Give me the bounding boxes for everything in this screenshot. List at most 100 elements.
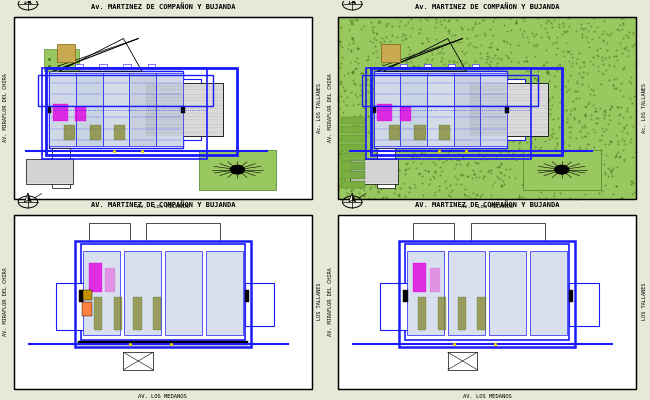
Text: Av.  Los MEDANOS: Av. Los MEDANOS: [137, 204, 189, 208]
Bar: [367, 68, 531, 159]
Bar: [53, 148, 70, 188]
Bar: [25, 159, 73, 184]
Bar: [14, 215, 312, 389]
Bar: [14, 215, 312, 389]
Bar: [530, 251, 567, 335]
Bar: [374, 71, 507, 148]
Bar: [470, 83, 548, 136]
Bar: [156, 73, 183, 146]
Bar: [129, 73, 156, 146]
Bar: [57, 44, 75, 62]
Bar: [79, 290, 83, 302]
Bar: [77, 341, 248, 345]
Bar: [83, 290, 92, 300]
Bar: [124, 64, 131, 70]
Bar: [90, 125, 101, 140]
Bar: [146, 83, 224, 136]
Bar: [338, 17, 636, 199]
Bar: [146, 223, 220, 241]
Bar: [75, 107, 86, 121]
Text: Av. MARTINEZ DE COMPAÑON Y BUJANDA: Av. MARTINEZ DE COMPAÑON Y BUJANDA: [415, 3, 560, 10]
Bar: [114, 125, 125, 140]
Bar: [206, 251, 243, 335]
Bar: [458, 297, 466, 330]
Bar: [245, 290, 249, 302]
Bar: [362, 75, 538, 106]
Bar: [114, 297, 122, 330]
Bar: [49, 73, 76, 146]
Text: Av.  Los MEDANOS: Av. Los MEDANOS: [461, 204, 513, 208]
Bar: [81, 244, 245, 340]
Bar: [448, 352, 477, 370]
Polygon shape: [25, 0, 28, 4]
Bar: [53, 104, 68, 121]
Text: Ac. LOS TALLANES: Ac. LOS TALLANES: [642, 83, 647, 133]
Bar: [400, 73, 427, 146]
Bar: [99, 64, 107, 70]
Bar: [418, 297, 426, 330]
Bar: [341, 180, 365, 188]
Bar: [413, 264, 426, 292]
Text: AV. LOS MEDANOS: AV. LOS MEDANOS: [138, 394, 187, 399]
Polygon shape: [349, 0, 356, 4]
Bar: [42, 68, 207, 159]
Bar: [380, 282, 410, 330]
Bar: [338, 215, 636, 389]
Bar: [94, 297, 102, 330]
Bar: [83, 302, 92, 316]
Bar: [569, 282, 599, 326]
Bar: [47, 68, 237, 155]
Bar: [480, 73, 507, 146]
Bar: [477, 297, 486, 330]
Bar: [374, 73, 400, 146]
Bar: [47, 106, 51, 113]
Bar: [199, 150, 276, 190]
Bar: [124, 251, 161, 335]
Polygon shape: [349, 193, 352, 202]
Bar: [404, 290, 408, 302]
Bar: [165, 251, 202, 335]
Bar: [448, 64, 455, 70]
Text: AV. MIRAFLOR DEL CHIRA: AV. MIRAFLOR DEL CHIRA: [328, 73, 333, 142]
Bar: [399, 241, 575, 347]
Bar: [75, 241, 251, 347]
Bar: [148, 64, 155, 70]
Circle shape: [231, 165, 244, 174]
Bar: [389, 125, 400, 140]
Bar: [341, 172, 365, 179]
Bar: [38, 75, 213, 106]
Bar: [381, 44, 400, 62]
Bar: [400, 107, 411, 121]
Bar: [430, 268, 439, 292]
Bar: [341, 126, 365, 133]
Text: AV. MARTINEZ DE COMPAÑON Y BUJANDA: AV. MARTINEZ DE COMPAÑON Y BUJANDA: [90, 201, 235, 208]
Bar: [56, 282, 86, 330]
Bar: [377, 148, 395, 188]
Bar: [448, 251, 485, 335]
Bar: [370, 68, 562, 155]
Bar: [105, 268, 115, 292]
Text: LOS TALLANES: LOS TALLANES: [642, 283, 647, 320]
Polygon shape: [25, 193, 28, 202]
Bar: [76, 73, 103, 146]
Bar: [89, 264, 102, 292]
Bar: [507, 79, 525, 140]
Text: LOS TALLANES: LOS TALLANES: [317, 283, 322, 320]
Bar: [124, 352, 153, 370]
Bar: [413, 223, 454, 241]
Bar: [341, 144, 365, 152]
Bar: [505, 106, 509, 113]
Polygon shape: [349, 193, 356, 202]
Bar: [400, 64, 407, 70]
Bar: [454, 73, 480, 146]
Polygon shape: [349, 0, 352, 4]
Bar: [472, 64, 479, 70]
Bar: [439, 125, 450, 140]
Bar: [75, 64, 83, 70]
Bar: [64, 125, 75, 140]
Bar: [44, 50, 79, 71]
Bar: [245, 282, 274, 326]
Bar: [438, 297, 446, 330]
Bar: [181, 106, 185, 113]
Polygon shape: [25, 193, 31, 202]
